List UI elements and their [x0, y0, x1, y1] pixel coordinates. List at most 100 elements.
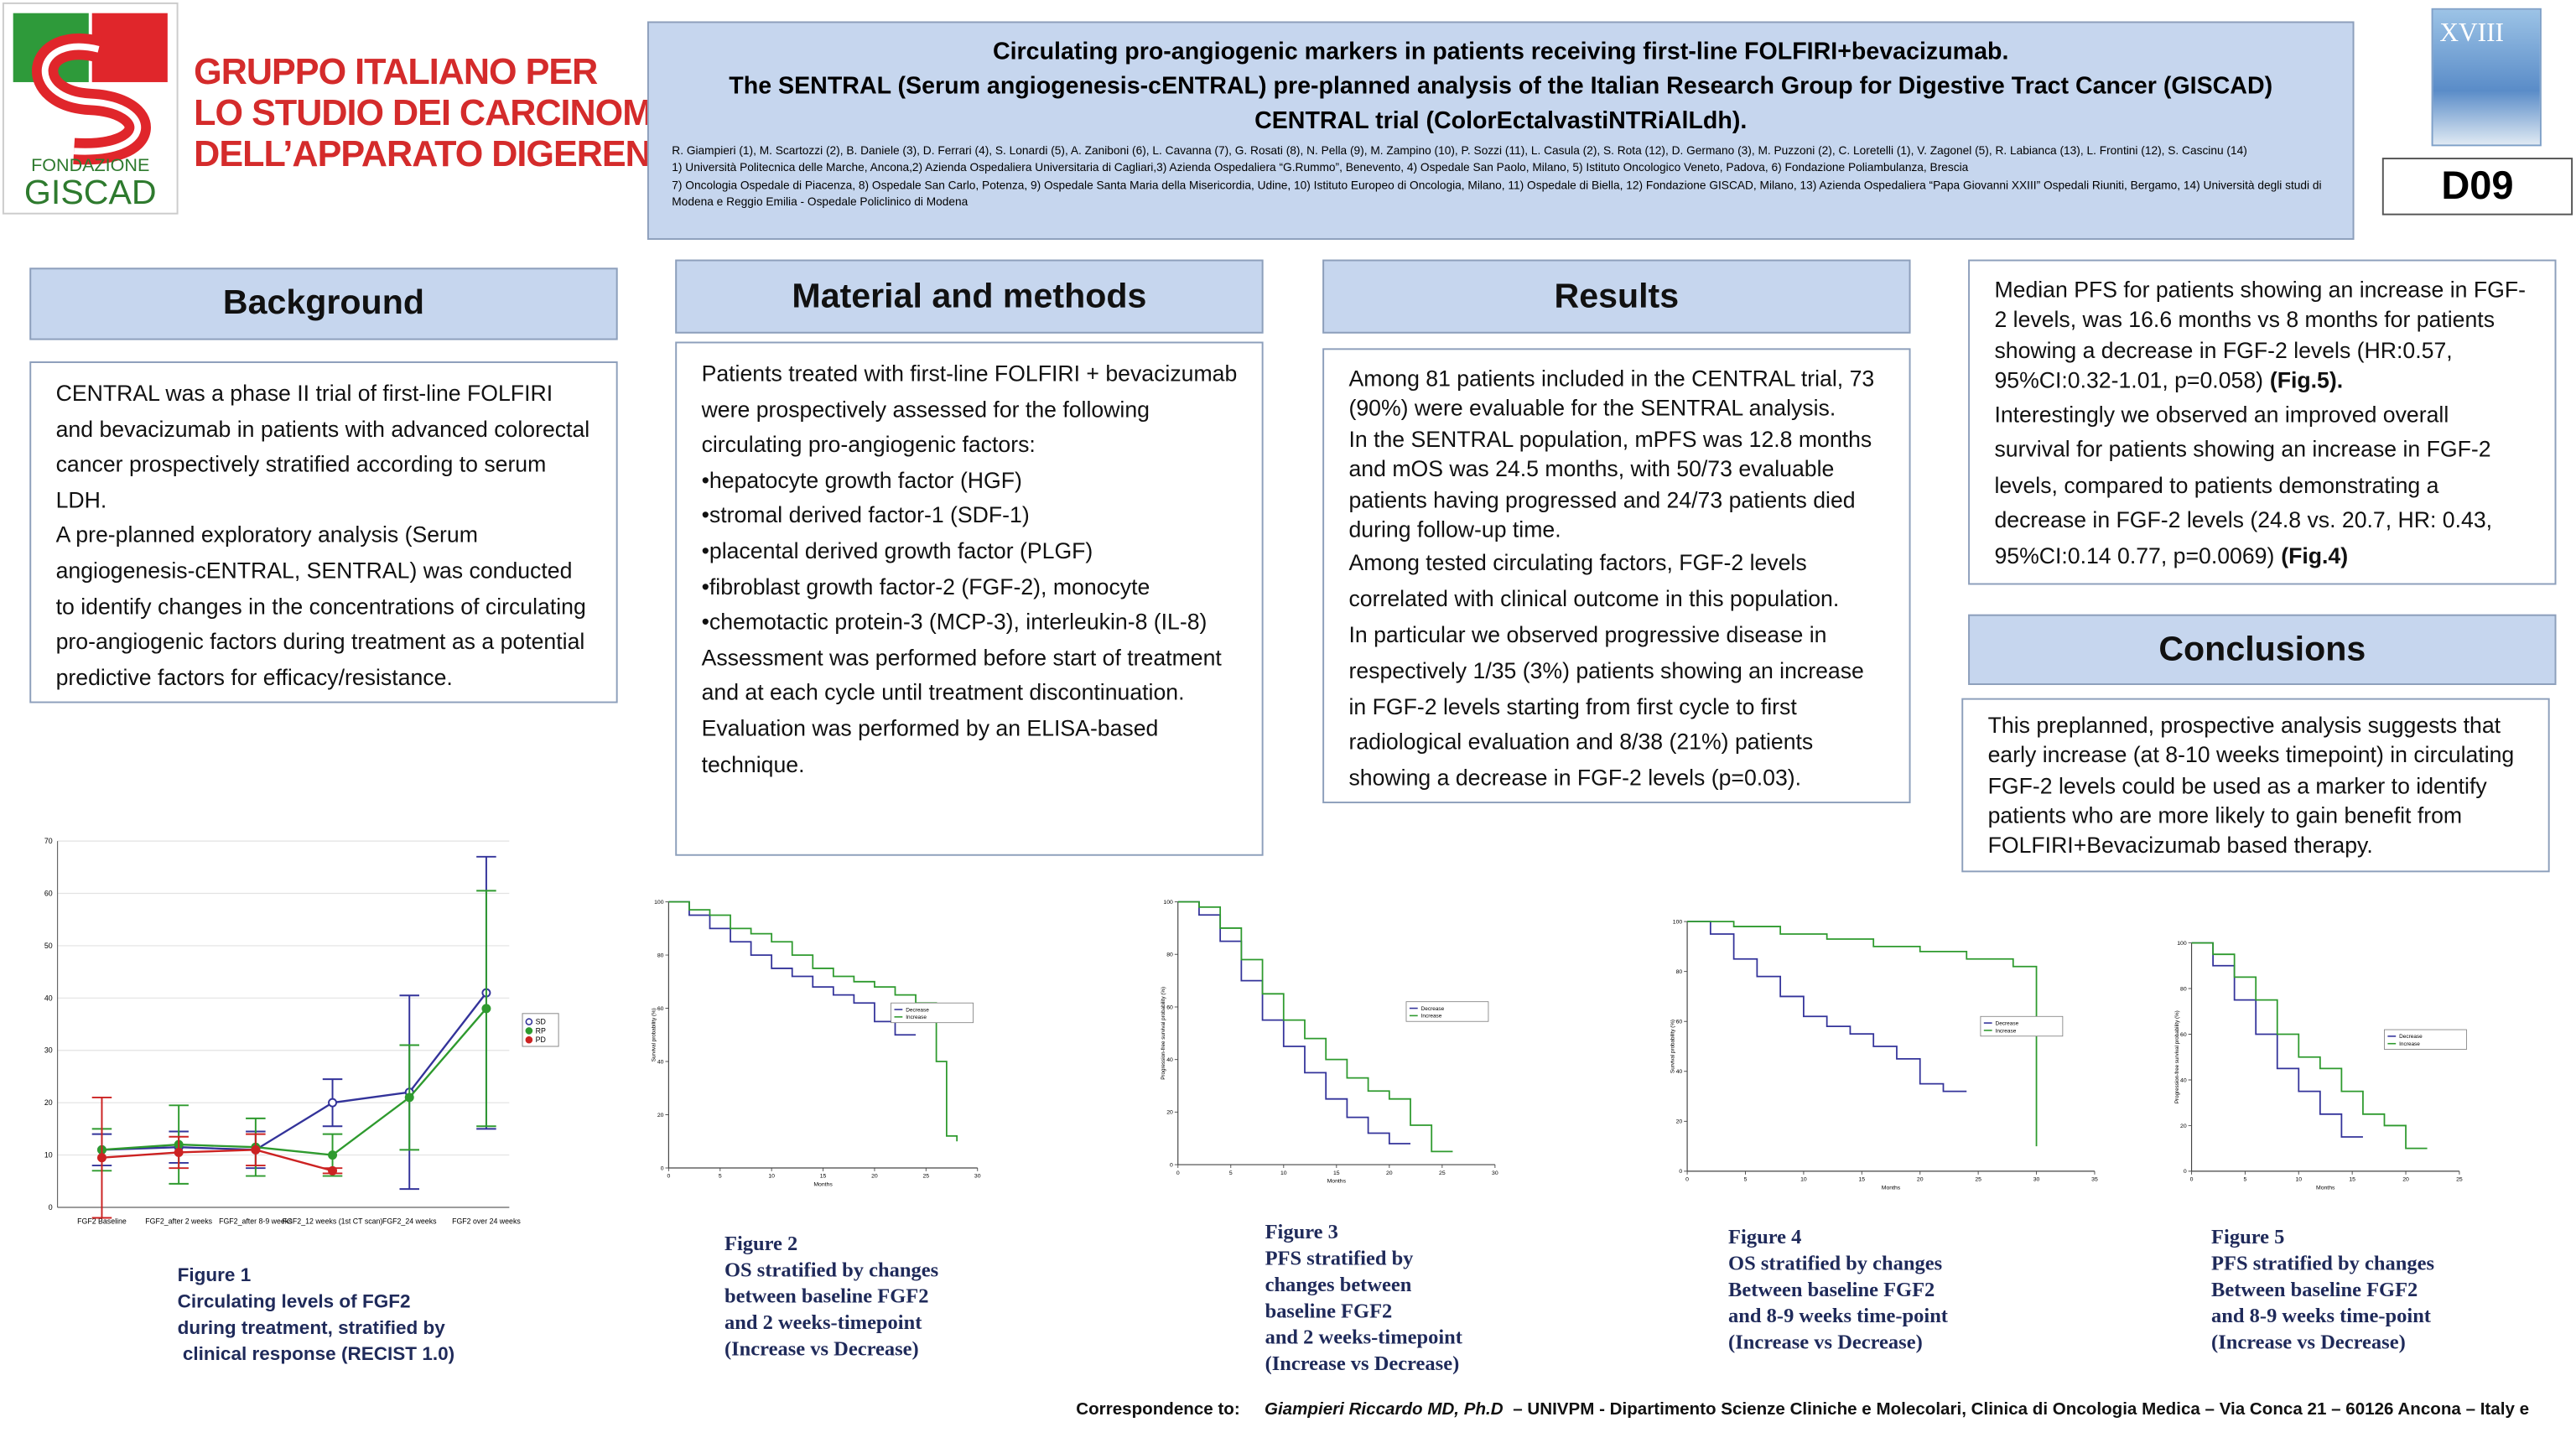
x-tick-label: 0	[1176, 1170, 1180, 1176]
title: CENTRAL trial (ColorEctalvastiNTRiAlLdh)…	[1254, 108, 1748, 135]
y-tick-label: 40	[2180, 1077, 2187, 1083]
survival-curve	[2191, 942, 2428, 1150]
y-axis-label: Progression-free survival probability (%…	[2174, 1010, 2180, 1103]
title: Circulating pro-angiogenic markers in pa…	[992, 39, 2009, 66]
x-tick-label: 10	[768, 1174, 775, 1180]
figure-chart: 0 20 40 60 80 100 0 5 10 15 20 25 30 Months Progressio…	[1161, 900, 1498, 1185]
y-tick-label: 100	[1673, 919, 1683, 925]
org-line: DELL’APPARATO DIGERENTE	[194, 132, 696, 174]
results-continued-box: Median PFS for patients showing an incre…	[1968, 259, 2557, 585]
paragraph: Among tested circulating factors, FGF-2 …	[1348, 551, 1840, 612]
caption-line: and 8-9 weeks time-point	[2211, 1304, 2431, 1328]
legend-label: Decrease	[2399, 1034, 2423, 1040]
paragraph: In particular we observed progressive di…	[1348, 622, 1864, 791]
text-run: Interestingly we observed an improved ov…	[1994, 402, 2493, 568]
caption-line: clinical response (RECIST 1.0)	[177, 1345, 455, 1366]
y-tick-label: 40	[657, 1059, 664, 1065]
x-tick-label: 30	[2033, 1177, 2040, 1183]
y-tick-label: 10	[44, 1151, 53, 1160]
x-tick-label: 15	[1333, 1170, 1340, 1176]
legend-label: Decrease	[1421, 1006, 1445, 1012]
y-tick-label: 20	[1676, 1119, 1683, 1125]
logo-red	[91, 13, 168, 82]
org-line: GRUPPO ITALIANO PER	[194, 50, 598, 92]
figure-chart: 0 10 20 30 40 50 60 70 FGF2 Baseline FGF2_after 2…	[44, 837, 559, 1226]
y-tick-label: 60	[44, 889, 53, 897]
background-box: CENTRAL was a phase II trial of first-li…	[29, 361, 618, 703]
caption: Figure 2 OS stratified by changes betwee…	[724, 1230, 938, 1362]
survival-curve	[1687, 921, 2038, 1147]
y-tick-label: 0	[49, 1203, 53, 1212]
x-axis-label: Months	[1882, 1185, 1901, 1191]
caption-line: Between baseline FGF2	[2211, 1278, 2418, 1301]
y-tick-label: 50	[44, 942, 53, 950]
y-axis-label: Survival probability (%)	[1670, 1020, 1675, 1073]
caption-line: Figure 1	[177, 1266, 252, 1287]
x-tick-label: FGF2_after 8-9 weeks	[219, 1217, 293, 1226]
y-tick-label: 40	[44, 994, 53, 1002]
survival-curve	[2191, 942, 2363, 1138]
caption-line: (Increase vs Decrease)	[2211, 1330, 2406, 1354]
x-tick-label: 5	[1229, 1170, 1233, 1176]
x-tick-label: 10	[1800, 1177, 1807, 1183]
x-axis-label: Months	[1327, 1179, 1347, 1185]
x-tick-label: 15	[820, 1174, 827, 1180]
y-tick-label: 60	[1166, 1004, 1173, 1010]
x-axis-label: Months	[813, 1182, 833, 1188]
point	[328, 1150, 338, 1160]
legend-label: Decrease	[906, 1007, 929, 1013]
caption-line: changes between	[1265, 1273, 1412, 1296]
section-heading: Conclusions	[1968, 614, 2557, 685]
y-tick-label: 80	[1676, 969, 1683, 975]
footer-name: Giampieri Riccardo MD, Ph.D	[1264, 1399, 1504, 1419]
x-tick-label: 0	[2190, 1177, 2194, 1183]
x-tick-label: 0	[1685, 1177, 1689, 1183]
legend-box	[1405, 1001, 1489, 1022]
caption-line: PFS stratified by	[1265, 1247, 1414, 1270]
series-line	[101, 1149, 333, 1172]
x-tick-label: 20	[871, 1174, 878, 1180]
footer: Correspondence to: Giampieri Riccardo MD…	[1076, 1399, 2529, 1419]
legend-label: Decrease	[1996, 1020, 2019, 1026]
affiliation: 1) Università Politecnica delle Marche, …	[672, 163, 1969, 175]
legend-label: RP	[536, 1026, 546, 1035]
paragraph: A pre-planned exploratory analysis (Seru…	[55, 522, 586, 690]
legend-label: Increase	[1421, 1014, 1442, 1020]
section-heading: Results	[1322, 259, 1911, 334]
affiliation: 7) Oncologia Ospedale di Piacenza, 8) Os…	[672, 179, 2322, 209]
cover-text: XVIII	[2439, 19, 2504, 48]
x-tick-label: 0	[667, 1174, 670, 1180]
figure-reference: (Fig.4)	[2281, 543, 2349, 568]
y-tick-label: 20	[2180, 1124, 2187, 1129]
x-axis-label: Months	[2316, 1185, 2335, 1191]
y-tick-label: 100	[654, 900, 664, 906]
x-tick-label: 35	[2091, 1177, 2098, 1183]
x-tick-label: 10	[2295, 1177, 2302, 1183]
y-tick-label: 40	[1166, 1057, 1173, 1063]
conclusions-box: This preplanned, prospective analysis su…	[1961, 698, 2550, 873]
caption-line: and 2 weeks-timepoint	[724, 1310, 922, 1334]
section-heading: Material and methods	[675, 259, 1264, 334]
bullet: •stromal derived factor-1 (SDF-1)	[701, 503, 1030, 528]
caption-line: (Increase vs Decrease)	[724, 1336, 919, 1361]
x-tick-label: FGF2_after 2 weeks	[145, 1217, 212, 1226]
caption-line: Between baseline FGF2	[1728, 1278, 1935, 1301]
y-axis-label: Survival probability (%)	[652, 1008, 657, 1061]
y-tick-label: 0	[2184, 1169, 2187, 1175]
x-tick-label: 30	[1492, 1170, 1498, 1176]
bullet: •hepatocyte growth factor (HGF)	[701, 467, 1022, 493]
y-tick-label: 70	[44, 837, 53, 845]
bullet: •fibroblast growth factor-2 (FGF-2), mon…	[701, 573, 1150, 599]
x-tick-label: 25	[2456, 1177, 2463, 1183]
y-tick-label: 20	[1166, 1110, 1173, 1116]
y-tick-label: 60	[657, 1006, 664, 1012]
y-tick-label: 80	[2180, 986, 2187, 992]
point	[328, 1098, 338, 1108]
point	[174, 1147, 184, 1157]
survival-curve	[668, 900, 917, 1036]
y-tick-label: 100	[2177, 941, 2187, 947]
caption-line: PFS stratified by changes	[2211, 1251, 2435, 1275]
caption-line: baseline FGF2	[1265, 1299, 1393, 1323]
legend-swatch	[525, 1027, 533, 1035]
